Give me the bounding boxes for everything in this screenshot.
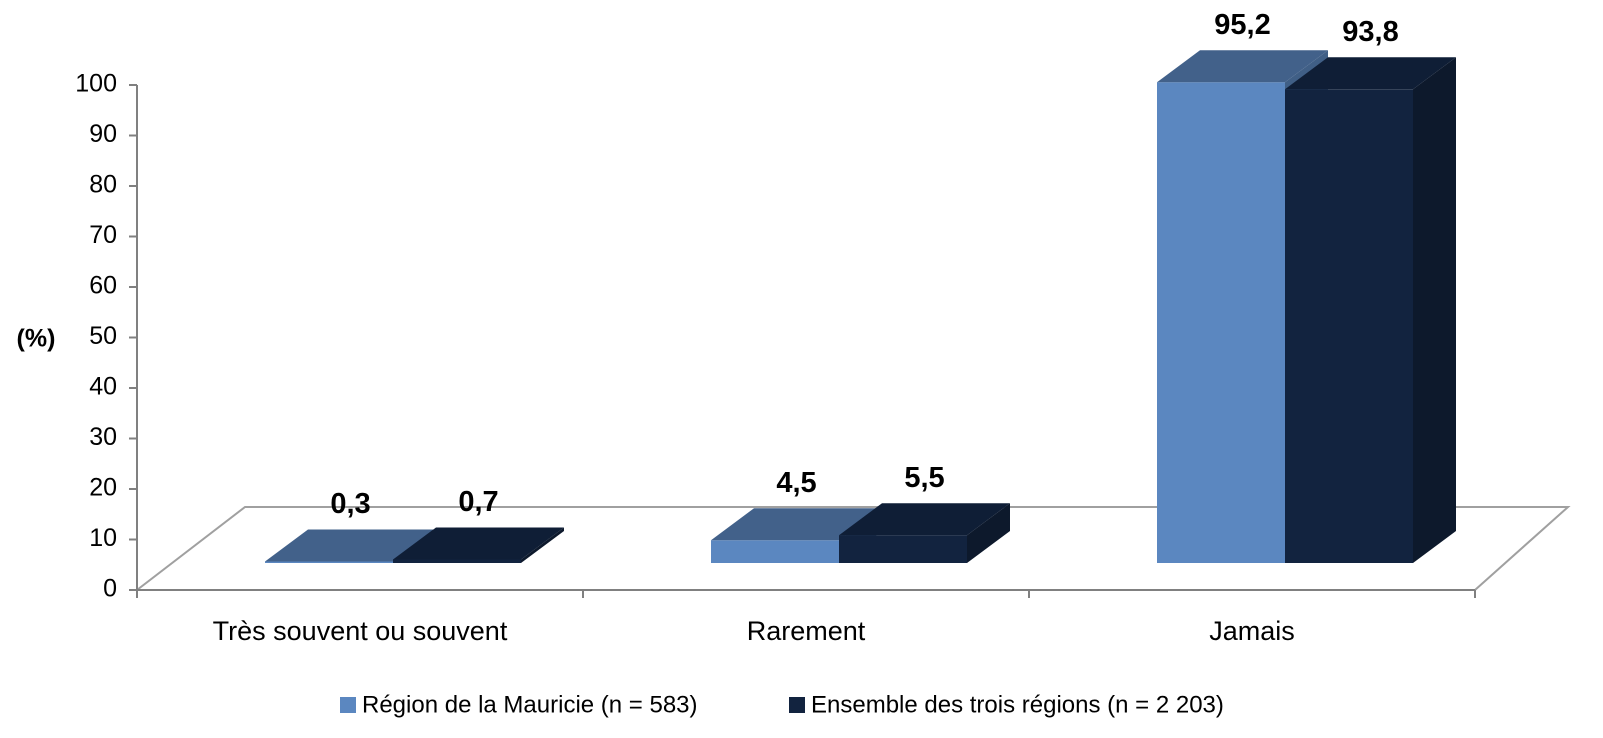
y-tick-label: 70	[89, 221, 117, 249]
bar	[1157, 82, 1285, 564]
x-tick-label: Jamais	[1209, 616, 1295, 646]
value-label: 5,5	[904, 462, 944, 494]
legend-swatch	[340, 697, 356, 713]
y-tick-label: 100	[75, 70, 117, 98]
value-label: 95,2	[1214, 9, 1270, 41]
bar-top	[711, 508, 882, 541]
x-tick-label: Rarement	[747, 616, 866, 646]
bar-top	[265, 529, 436, 562]
bar-side	[967, 503, 1010, 563]
y-tick-label: 0	[103, 575, 117, 603]
y-tick-label: 10	[89, 524, 117, 552]
value-label: 0,7	[458, 486, 498, 518]
y-tick-label: 60	[89, 272, 117, 300]
y-tick-label: 80	[89, 171, 117, 199]
y-axis-label: (%)	[17, 325, 56, 353]
bar	[711, 540, 839, 563]
bar-top	[1285, 57, 1456, 90]
bar	[393, 559, 521, 563]
y-tick-label: 90	[89, 120, 117, 148]
value-label: 4,5	[776, 467, 816, 499]
bar	[839, 535, 967, 563]
legend-swatch	[789, 697, 805, 713]
bar	[1285, 89, 1413, 563]
bar-top	[839, 503, 1010, 536]
y-tick-label: 50	[89, 322, 117, 350]
x-tick-label: Très souvent ou souvent	[213, 616, 508, 646]
legend-label: Région de la Mauricie (n = 583)	[362, 691, 698, 718]
bar	[265, 561, 393, 563]
y-tick-label: 40	[89, 373, 117, 401]
bar-side	[521, 527, 564, 563]
bar-top	[1157, 50, 1328, 83]
bar-top	[393, 527, 564, 560]
value-label: 0,3	[330, 488, 370, 520]
y-tick-label: 30	[89, 423, 117, 451]
bar-side	[1413, 57, 1456, 564]
legend-label: Ensemble des trois régions (n = 2 203)	[811, 691, 1224, 718]
value-label: 93,8	[1342, 16, 1398, 48]
y-tick-label: 20	[89, 474, 117, 502]
